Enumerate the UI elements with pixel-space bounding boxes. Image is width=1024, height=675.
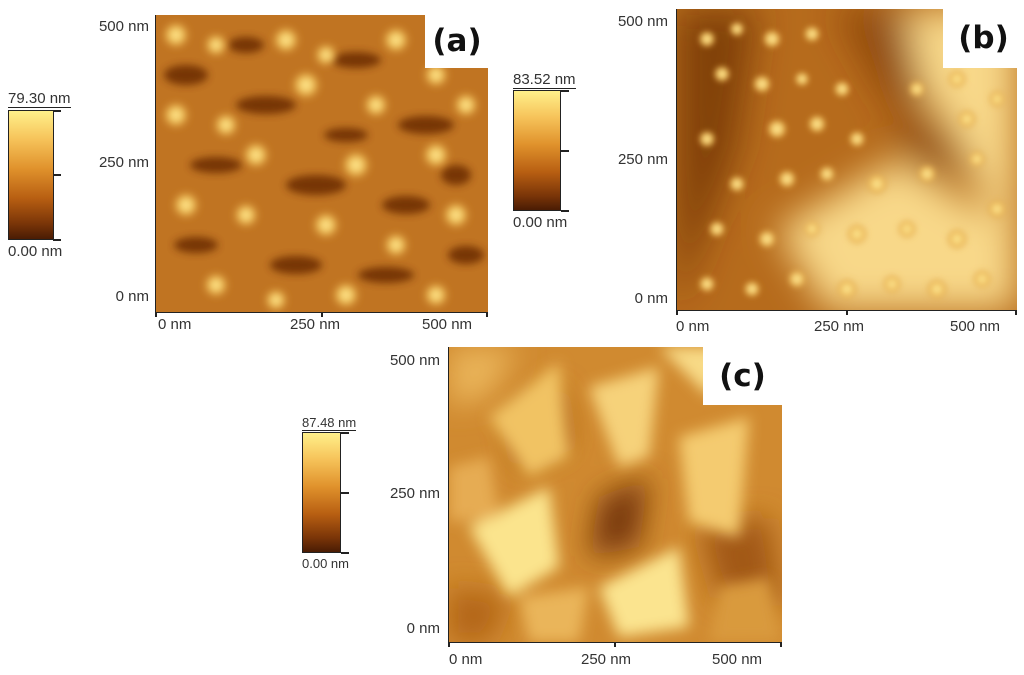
colorbar-b-tick — [561, 150, 569, 152]
colorbar-a — [8, 110, 54, 240]
y-axis-c-top-label: 500 nm — [389, 352, 440, 369]
y-axis-b-top-label: 500 nm — [617, 13, 668, 30]
x-axis-b-mid-label: 250 nm — [814, 318, 865, 335]
x-axis-a-mid-label: 250 nm — [290, 316, 341, 333]
panel-label-b: (b) — [943, 8, 1024, 68]
colorbar-a-tick — [53, 174, 61, 176]
colorbar-b-min-label: 0.00 nm — [513, 214, 568, 231]
x-axis-a-tick — [321, 312, 323, 317]
y-axis-c-bottom-label: 0 nm — [406, 620, 440, 637]
afm-topography-b — [677, 9, 1017, 310]
colorbar-c-min-label: 0.00 nm — [302, 556, 349, 571]
colorbar-c-max-label: 87.48 nm — [302, 415, 357, 431]
x-axis-c-left-label: 0 nm — [449, 651, 483, 668]
colorbar-a-tick — [53, 239, 61, 241]
y-axis-a-bottom-label: 0 nm — [115, 288, 149, 305]
colorbar-c-tick — [341, 492, 349, 494]
x-axis-b-tick — [846, 310, 848, 315]
x-axis-a-left-label: 0 nm — [158, 316, 192, 333]
colorbar-b-max-label: 83.52 nm — [513, 71, 576, 89]
x-axis-c-tick — [448, 642, 450, 647]
colorbar-a-max-label: 79.30 nm — [8, 90, 71, 108]
afm-image-b — [676, 9, 1017, 311]
x-axis-c-tick — [780, 642, 782, 647]
colorbar-b — [513, 90, 561, 211]
x-axis-a-tick — [486, 312, 488, 317]
colorbar-a-min-label: 0.00 nm — [8, 243, 63, 260]
y-axis-a-mid-label: 250 nm — [98, 154, 149, 171]
x-axis-a-right-label: 500 nm — [422, 316, 473, 333]
y-axis-b-bottom-label: 0 nm — [634, 290, 668, 307]
x-axis-b-right-label: 500 nm — [950, 318, 1001, 335]
x-axis-b-tick — [1015, 310, 1017, 315]
colorbar-c — [302, 432, 341, 553]
x-axis-b-tick — [676, 310, 678, 315]
y-axis-a-top-label: 500 nm — [98, 18, 149, 35]
x-axis-c-mid-label: 250 nm — [581, 651, 632, 668]
x-axis-a-tick — [155, 312, 157, 317]
colorbar-c-tick — [341, 552, 349, 554]
colorbar-b-tick — [561, 90, 569, 92]
colorbar-b-tick — [561, 210, 569, 212]
panel-label-c: (c) — [703, 346, 782, 405]
colorbar-c-tick — [341, 432, 349, 434]
colorbar-a-tick — [53, 110, 61, 112]
y-axis-b-mid-label: 250 nm — [617, 151, 668, 168]
x-axis-c-right-label: 500 nm — [712, 651, 763, 668]
panel-label-a: (a) — [425, 14, 489, 68]
x-axis-c-tick — [614, 642, 616, 647]
y-axis-c-mid-label: 250 nm — [389, 485, 440, 502]
x-axis-b-left-label: 0 nm — [676, 318, 710, 335]
